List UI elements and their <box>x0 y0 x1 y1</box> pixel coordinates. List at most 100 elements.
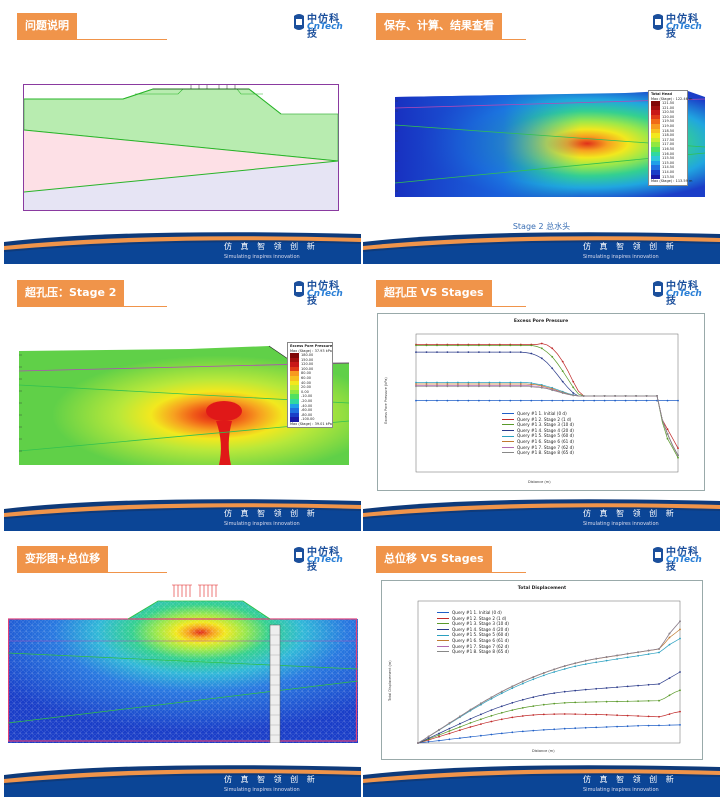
legend-row: 100.00 <box>288 366 332 372</box>
data-point <box>572 392 575 394</box>
legend-value: 118.50 <box>662 128 675 133</box>
legend-swatch <box>651 146 660 152</box>
legend-value: 121.00 <box>662 105 675 110</box>
slide-displacement-vs-stages: 总位移 VS Stages 中仿科技 CnTech Total Displace… <box>363 533 720 797</box>
slide-title: 总位移 VS Stages <box>376 546 492 572</box>
data-point <box>605 713 608 716</box>
data-point <box>626 656 629 659</box>
data-point <box>490 720 493 723</box>
legend-row: -10.00 <box>288 394 332 399</box>
data-point <box>498 385 501 388</box>
data-point <box>645 399 648 402</box>
legend-row: -100.00 <box>288 417 332 422</box>
legend-label: Query #1 4. Stage 4 (20 d) <box>517 427 574 433</box>
total-displacement-plot <box>417 600 681 744</box>
data-point <box>519 385 522 388</box>
data-point <box>500 705 503 708</box>
legend-item: Query #1 1. Initial (0 d) <box>502 411 574 417</box>
data-point <box>511 716 514 719</box>
data-point <box>532 676 535 678</box>
legend-value: -60.00 <box>301 408 313 413</box>
legend-value: 100.00 <box>301 366 314 371</box>
data-point <box>425 344 428 347</box>
logo-cn: 中仿科技 <box>307 547 340 573</box>
data-point <box>666 437 669 440</box>
data-point <box>679 628 681 631</box>
title-underline <box>17 39 167 40</box>
data-point <box>469 718 472 720</box>
data-point <box>498 383 501 385</box>
data-point <box>446 344 449 347</box>
data-point <box>467 344 470 347</box>
data-point <box>616 658 618 660</box>
data-point <box>488 383 491 385</box>
data-point <box>457 385 459 388</box>
cntech-logo: 中仿科技 CnTech <box>293 8 347 40</box>
data-point <box>427 737 430 740</box>
data-point <box>490 697 493 700</box>
logo-en: CnTech <box>666 22 702 32</box>
legend-row: 113.50 <box>649 174 687 180</box>
data-point <box>498 351 501 353</box>
data-point <box>509 399 512 402</box>
series-line <box>417 638 681 744</box>
data-point <box>561 370 564 372</box>
legend-swatch <box>437 634 449 636</box>
data-point <box>448 722 451 724</box>
legend-row: 116.50 <box>649 146 687 152</box>
data-point <box>626 725 629 728</box>
data-point <box>584 713 587 716</box>
data-point <box>542 703 545 706</box>
data-point <box>436 399 438 402</box>
data-point <box>668 632 671 635</box>
data-point <box>425 385 428 388</box>
data-point <box>478 399 480 402</box>
legend-row: -40.00 <box>288 403 332 409</box>
footer-slogan-en: Simulating inspires innovation <box>583 787 659 793</box>
data-point <box>679 724 681 726</box>
logo-en: CnTech <box>307 22 343 32</box>
legend-swatch <box>502 418 514 420</box>
legend-value: 119.50 <box>662 119 675 124</box>
slide-title: 保存、计算、结果查看 <box>376 13 502 39</box>
data-point <box>530 382 533 384</box>
legend-swatch <box>437 612 449 614</box>
data-point <box>519 399 522 402</box>
data-point <box>616 686 618 689</box>
legend-swatch <box>437 617 449 619</box>
chart-legend: Query #1 1. Initial (0 d) Query #1 2. Sta… <box>437 610 509 655</box>
logo-cn: 中仿科技 <box>307 14 340 40</box>
data-point <box>500 692 503 695</box>
data-point <box>574 701 577 704</box>
data-point <box>553 692 556 694</box>
legend-swatch <box>437 623 449 625</box>
legend-row: 114.50 <box>649 165 687 170</box>
footer-slogan-en: Simulating inspires innovation <box>224 254 300 260</box>
data-point <box>635 395 637 397</box>
legend-swatch <box>651 114 660 120</box>
data-point <box>658 651 660 654</box>
total-head-legend: Total Head Max (Stage) : 122.46 m 121.50… <box>648 90 692 186</box>
data-point <box>540 357 543 360</box>
data-point <box>647 653 650 655</box>
series-line <box>417 621 681 744</box>
legend-swatch <box>437 645 449 647</box>
data-point <box>478 351 480 353</box>
legend-value: 60.00 <box>301 376 312 381</box>
legend-min: Max (Stage) : 39.01 kPa <box>290 421 332 426</box>
data-point <box>603 395 606 397</box>
data-point <box>626 652 629 655</box>
data-point <box>624 395 627 397</box>
legend-swatch <box>502 452 514 454</box>
legend-item: Query #1 6. Stage 6 (61 d) <box>437 638 509 644</box>
legend-label: Query #1 5. Stage 5 (60 d) <box>452 632 509 638</box>
legend-row: 60.00 <box>288 375 332 381</box>
footer-slogan-cn: 仿 真 智 领 创 新 <box>224 242 318 251</box>
model-geometry-figure <box>23 84 339 211</box>
legend-row: 80.00 <box>288 371 332 376</box>
data-point <box>584 659 587 662</box>
footer-wave-icon <box>4 499 361 531</box>
data-point <box>427 740 430 743</box>
data-point <box>511 685 514 688</box>
slide-footer: 仿 真 智 领 创 新 Simulating inspires innovati… <box>363 228 720 264</box>
